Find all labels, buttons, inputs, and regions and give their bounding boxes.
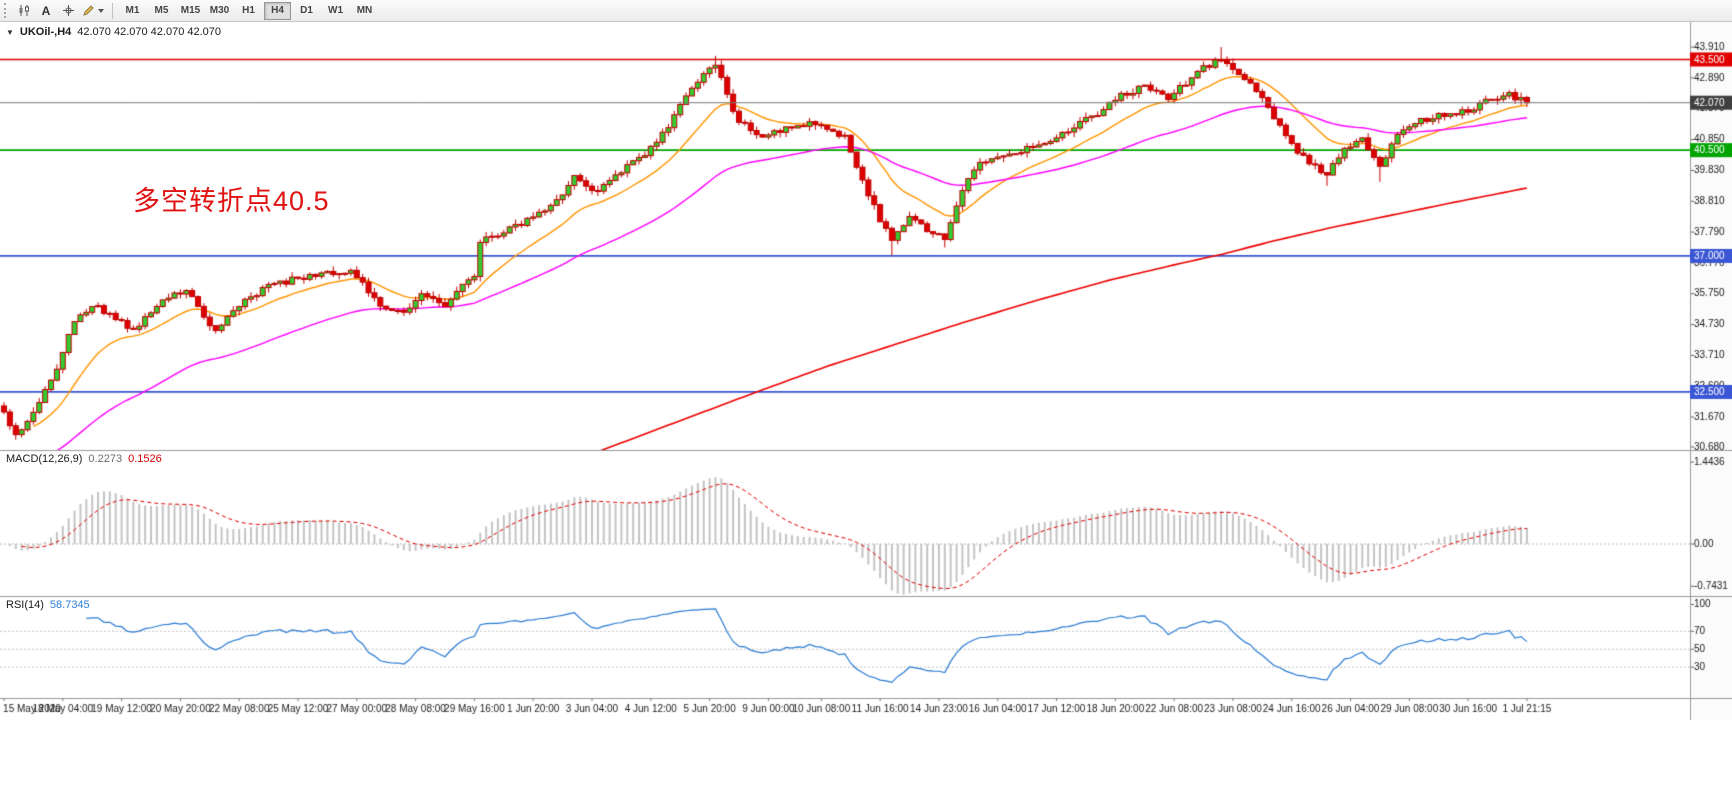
timeframe-button-mn[interactable]: MN <box>351 2 378 20</box>
timeframe-button-h1[interactable]: H1 <box>235 2 262 20</box>
draw-tool-button[interactable] <box>79 1 107 21</box>
collapse-arrow-icon[interactable]: ▼ <box>6 28 14 37</box>
toolbar: A M1 M5 M15 M30 H1 H4 D1 W1 MN <box>0 0 1732 22</box>
timeframe-button-m30[interactable]: M30 <box>206 2 233 20</box>
price-chart-canvas[interactable] <box>0 22 1732 795</box>
timeframe-button-m15[interactable]: M15 <box>177 2 204 20</box>
chart-type-button[interactable] <box>13 1 35 21</box>
chevron-down-icon <box>98 8 104 13</box>
timeframe-button-w1[interactable]: W1 <box>322 2 349 20</box>
crosshair-icon <box>62 4 75 17</box>
timeframe-button-d1[interactable]: D1 <box>293 2 320 20</box>
toolbar-grip[interactable] <box>4 3 8 18</box>
timeframe-button-m5[interactable]: M5 <box>148 2 175 20</box>
candlestick-chart-icon <box>18 4 31 17</box>
text-tool-button[interactable]: A <box>35 1 57 21</box>
pencil-icon <box>82 4 95 17</box>
text-tool-icon: A <box>41 3 51 18</box>
timeframe-button-m1[interactable]: M1 <box>119 2 146 20</box>
timeframe-button-h4[interactable]: H4 <box>264 1 291 20</box>
chart-annotation-text[interactable]: 多空转折点40.5 <box>133 186 330 216</box>
timeframe-toolbar: M1 M5 M15 M30 H1 H4 D1 W1 MN <box>118 1 379 20</box>
crosshair-tool-button[interactable] <box>57 1 79 21</box>
toolbar-separator <box>112 2 113 19</box>
